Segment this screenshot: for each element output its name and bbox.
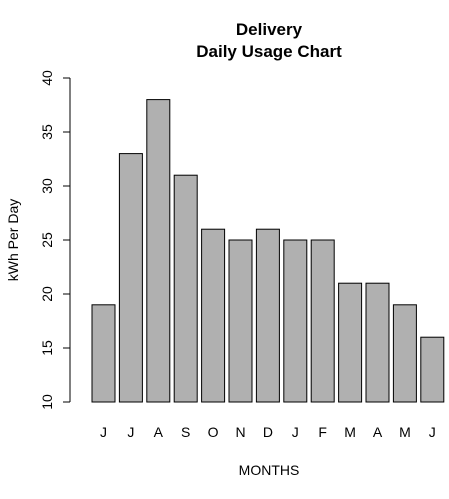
chart-title: Delivery — [236, 20, 303, 39]
y-tick-label: 10 — [39, 394, 55, 410]
x-tick-label: A — [373, 424, 383, 440]
bar-11 — [392, 304, 417, 403]
bar-10 — [365, 282, 390, 403]
bar-0 — [91, 304, 116, 403]
bar-2 — [146, 99, 171, 403]
y-axis-label: kWh Per Day — [5, 199, 21, 281]
x-tick-label: J — [100, 424, 107, 440]
bar-7 — [283, 239, 308, 403]
x-tick-label: D — [263, 424, 273, 440]
bar-12 — [420, 336, 445, 403]
x-tick-label: O — [208, 424, 219, 440]
bar-1 — [118, 153, 143, 403]
y-tick-label: 20 — [39, 286, 55, 302]
bars-group — [91, 99, 445, 403]
x-tick-label: M — [399, 424, 411, 440]
x-tick-label: J — [127, 424, 134, 440]
bar-6 — [255, 228, 280, 403]
bar-8 — [310, 239, 335, 403]
x-tick-label: N — [235, 424, 245, 440]
y-tick-label: 35 — [39, 124, 55, 140]
x-tick-label: M — [344, 424, 356, 440]
y-tick-label: 30 — [39, 178, 55, 194]
bar-9 — [338, 282, 363, 403]
x-tick-label: J — [292, 424, 299, 440]
x-axis-label: MONTHS — [239, 462, 300, 478]
bar-3 — [173, 174, 198, 403]
chart-subtitle: Daily Usage Chart — [196, 42, 342, 61]
x-tick-label: J — [429, 424, 436, 440]
y-axis: 10 15 20 25 30 35 40 — [39, 70, 71, 410]
y-tick-label: 40 — [39, 70, 55, 86]
x-tick-label: S — [181, 424, 190, 440]
x-tick-label: A — [154, 424, 164, 440]
x-tick-label: F — [318, 424, 327, 440]
y-tick-label: 15 — [39, 340, 55, 356]
bar-4 — [201, 228, 226, 403]
bar-5 — [228, 239, 253, 403]
y-tick-label: 25 — [39, 232, 55, 248]
